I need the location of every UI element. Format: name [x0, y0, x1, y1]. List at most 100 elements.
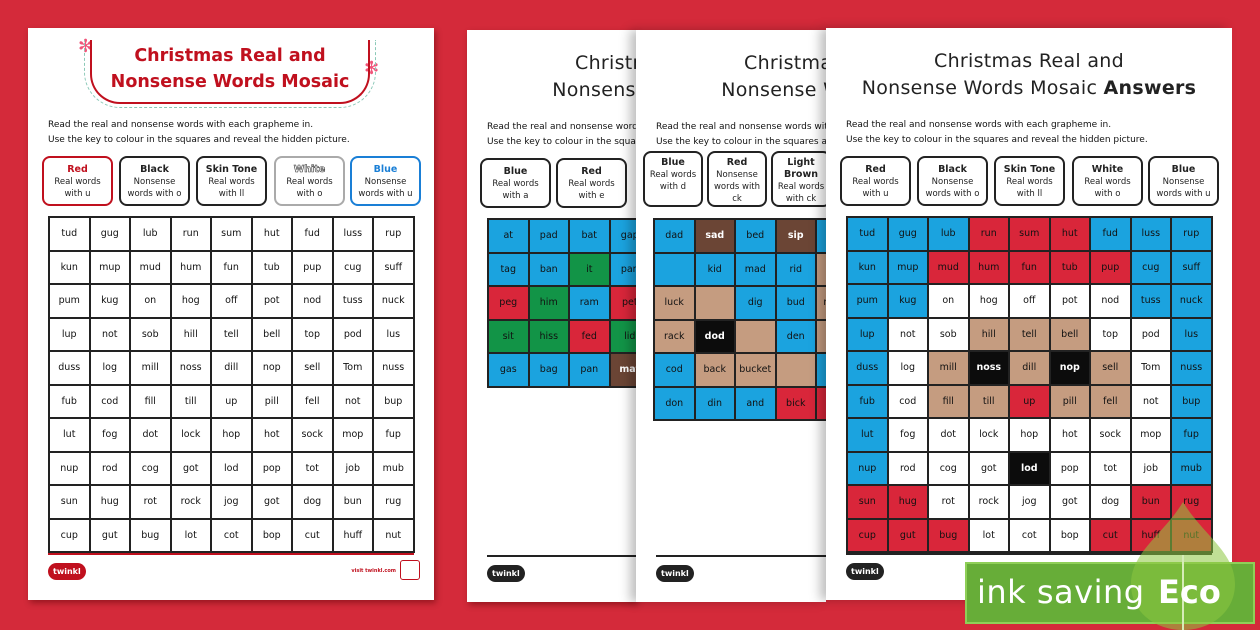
word-cell: got [968, 451, 1009, 485]
word-cell: bud [775, 286, 816, 320]
word-cell: fill [130, 384, 171, 418]
word-cell: lut [49, 418, 90, 452]
word-cell: gug [887, 217, 928, 251]
word-cell: cod [89, 384, 130, 418]
word-cell: tell [211, 317, 252, 351]
word-cell: fub [847, 384, 888, 418]
word-cell: rock [968, 485, 1009, 519]
word-cell: top [292, 317, 333, 351]
word-cell: pan [609, 252, 636, 286]
color-key-text: Nonsense words with u [358, 177, 413, 199]
word-cell: dad [654, 219, 695, 253]
color-key-title: Light Brown [784, 157, 818, 180]
word-cell: dog [1090, 485, 1131, 519]
word-cell: mad [735, 252, 776, 286]
color-key-box: Blue Nonsense words with u [350, 156, 421, 206]
color-key-box: Skin Tone Real words with ll [196, 156, 267, 206]
word-cell: dig [735, 286, 776, 320]
word-cell: lot [170, 518, 211, 552]
word-cell: fup [1171, 418, 1212, 452]
color-key-title: Red [67, 164, 88, 175]
word-cell: bucket [735, 353, 776, 387]
word-cell: fud [292, 217, 333, 251]
word-cell: hum [968, 250, 1009, 284]
title-line: Nonsense Words Mosaic [467, 77, 636, 104]
word-cell: sit [488, 319, 529, 353]
word-cell: dab [816, 353, 826, 387]
word-cell: mud [130, 250, 171, 284]
word-cell: Tom [1130, 351, 1171, 385]
word-cell: bell [1049, 317, 1090, 351]
word-grid: tud gug lub run sum hut fud luss rup kun mup mud hum… [846, 216, 1213, 553]
color-key-title: Blue [503, 166, 528, 177]
word-cell: ram [569, 286, 610, 320]
word-cell: mill [130, 351, 171, 385]
word-cell: hill [170, 317, 211, 351]
word-cell: kid [694, 252, 735, 286]
word-cell: bug [928, 518, 969, 552]
color-key-box: White Real words with o [274, 156, 345, 206]
word-cell: tud [847, 217, 888, 251]
color-key-box: White Real words with o [1072, 156, 1143, 206]
word-cell: luck [654, 286, 695, 320]
word-cell: bell [251, 317, 292, 351]
word-cell: got [251, 485, 292, 519]
word-cell: lup [49, 317, 90, 351]
word-cell: dill [211, 351, 252, 385]
word-cell: lub [130, 217, 171, 251]
word-cell: pot [1049, 284, 1090, 318]
word-cell: sun [847, 485, 888, 519]
word-cell: pop [251, 451, 292, 485]
word-cell: tuss [1130, 284, 1171, 318]
word-cell: cut [292, 518, 333, 552]
word-cell: hiss [528, 319, 569, 353]
word-cell: bug [130, 518, 171, 552]
eco-badge-label: Eco [1158, 573, 1221, 611]
color-by-a-e-page: Christmas Real and Nonsense Words Mosaic R… [467, 30, 636, 602]
footer-divider [846, 553, 1212, 555]
word-cell: bop [251, 518, 292, 552]
word-cell: gug [89, 217, 130, 251]
word-cell: log [887, 351, 928, 385]
instruction-line: Use the key to colour in the squares and… [846, 135, 1148, 145]
color-key-box: Blue Real words with d [643, 151, 703, 207]
word-cell: job [332, 451, 373, 485]
word-cell [775, 353, 816, 387]
color-key-title: Red [726, 157, 748, 168]
word-cell: kug [887, 284, 928, 318]
word-cell [816, 219, 826, 253]
word-cell: noss [170, 351, 211, 385]
word-cell: hum [170, 250, 211, 284]
word-cell: mop [1130, 418, 1171, 452]
word-cell: lod [1009, 451, 1050, 485]
word-cell: hut [251, 217, 292, 251]
word-cell: till [968, 384, 1009, 418]
word-cell: tub [251, 250, 292, 284]
word-cell: sell [1090, 351, 1131, 385]
word-cell: mill [928, 351, 969, 385]
word-cell: back [694, 353, 735, 387]
page-title: Christmas Real and Nonsense Words Mosaic [636, 50, 826, 104]
word-cell: up [211, 384, 252, 418]
color-key-text: Real words with ll [1006, 177, 1053, 199]
word-cell: nup [49, 451, 90, 485]
color-key-text: Nonsense words with u [1156, 177, 1211, 199]
word-cell: fell [1090, 384, 1131, 418]
color-key-title: Blue [373, 164, 398, 175]
word-cell: rod [89, 451, 130, 485]
word-cell: fell [292, 384, 333, 418]
title-line: Christmas Real and [134, 46, 326, 66]
word-grid: dadsadbedsipfedredsunbadkidmadridRickrod… [653, 218, 826, 421]
twinkl-logo: twinkl [487, 565, 525, 582]
instructions: Read the real and nonsense words with ea… [48, 118, 350, 148]
word-cell: luss [332, 217, 373, 251]
color-key-box: Skin Tone Real words with ll [994, 156, 1065, 206]
page-title: Christmas Real and Nonsense Words Mosaic [467, 50, 636, 104]
color-key-box: Light Brown Real words with ck [771, 151, 826, 207]
footer-divider [487, 555, 636, 557]
word-cell: gap [609, 219, 636, 253]
instructions: Read the real and nonsense words with ea… [846, 118, 1148, 148]
word-cell: fun [211, 250, 252, 284]
word-cell: Rick [816, 252, 826, 286]
word-cell: run [968, 217, 1009, 251]
